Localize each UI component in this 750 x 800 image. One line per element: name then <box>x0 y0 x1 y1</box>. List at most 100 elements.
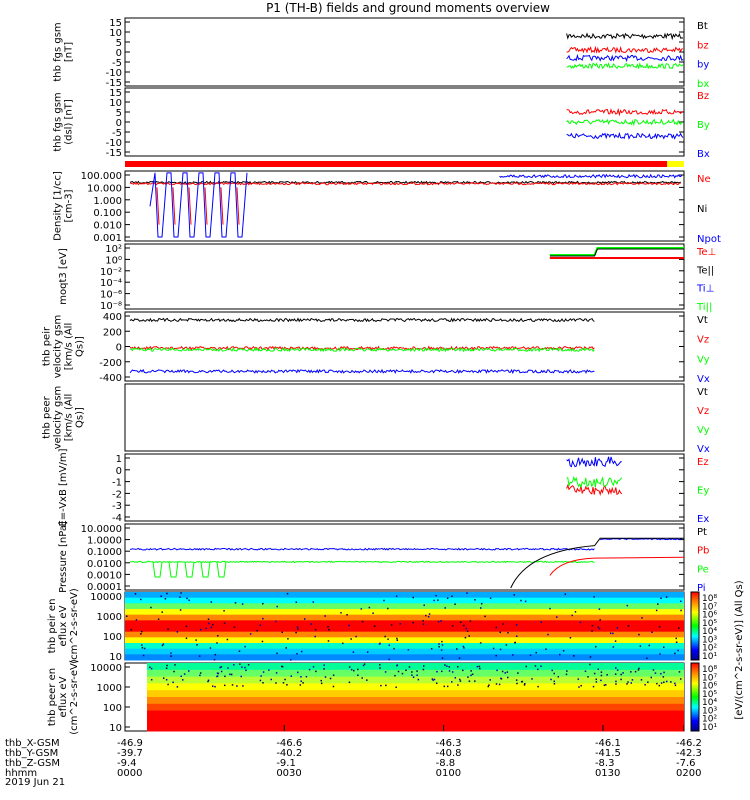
heatmap-noise <box>507 676 509 679</box>
heatmap-noise <box>631 679 634 681</box>
heatmap-noise <box>614 640 617 642</box>
heatmap-noise <box>412 596 415 599</box>
heatmap-noise <box>366 679 368 681</box>
heatmap-band <box>125 620 684 627</box>
heatmap-noise <box>427 615 430 618</box>
heatmap-noise <box>315 670 317 673</box>
y-axis-label: thb peer <box>42 395 53 438</box>
time-axis-value: -39.7 <box>117 748 143 759</box>
heatmap-noise <box>411 671 413 673</box>
heatmap-band <box>125 654 684 661</box>
heatmap-noise <box>523 684 526 686</box>
mode-bar <box>125 161 668 167</box>
heatmap-noise <box>214 685 216 688</box>
heatmap-noise <box>674 684 677 687</box>
heatmap-band <box>125 592 684 599</box>
heatmap-noise <box>223 622 226 624</box>
heatmap-noise <box>515 679 518 681</box>
y-axis-label: thb fgs gsm <box>53 22 64 81</box>
heatmap-noise <box>638 667 640 670</box>
heatmap-noise <box>620 678 622 681</box>
heatmap-noise <box>441 670 443 673</box>
heatmap-noise <box>275 682 277 684</box>
heatmap-noise <box>678 671 681 673</box>
heatmap-noise <box>660 682 663 684</box>
plot-area <box>129 317 595 375</box>
heatmap-noise <box>350 638 352 640</box>
heatmap-noise <box>614 673 617 675</box>
heatmap-noise <box>405 669 407 671</box>
series-Pb <box>549 556 685 576</box>
series-bz <box>566 45 684 54</box>
heatmap-noise <box>327 640 330 642</box>
heatmap-noise <box>680 609 682 612</box>
heatmap-noise <box>396 637 398 640</box>
legend-entry: Ey <box>697 486 709 497</box>
heatmap-noise <box>165 678 168 681</box>
heatmap-noise <box>468 680 471 682</box>
panel-9: thb peir en eflux eV (cm^2-s-sr-eV) 10000 10… <box>47 588 685 664</box>
heatmap-noise <box>578 686 580 688</box>
colorbar-tick-label: 10² <box>702 644 717 654</box>
plot-area <box>129 172 683 238</box>
series-Bz <box>566 107 684 117</box>
heatmap-noise <box>383 599 385 602</box>
heatmap-noise <box>440 620 442 622</box>
series-bx <box>566 62 684 70</box>
heatmap-noise <box>366 651 369 653</box>
heatmap-noise <box>412 676 415 679</box>
y-tick-label: -10 <box>106 138 122 149</box>
y-tick-label: 10000 <box>90 592 122 603</box>
panel-6: thb peer velocity gsm [km/s (All Qs)] Vt Vz Vy… <box>42 383 710 455</box>
heatmap-noise <box>505 644 508 646</box>
heatmap-noise <box>373 625 376 627</box>
heatmap-noise <box>395 686 397 689</box>
heatmap-noise <box>433 599 435 602</box>
heatmap-noise <box>647 681 649 683</box>
series-Pe <box>129 560 595 564</box>
y-tick-label: -5 <box>112 58 122 69</box>
heatmap-noise <box>444 664 446 666</box>
heatmap-noise <box>417 678 420 681</box>
colorbar-tick-label: 10⁶ <box>702 611 717 621</box>
heatmap-noise <box>249 633 252 635</box>
heatmap-noise <box>654 672 657 674</box>
heatmap-noise <box>507 631 509 634</box>
heatmap-noise <box>627 625 630 627</box>
legend-entry: Pb <box>697 546 709 557</box>
series-By <box>566 118 684 127</box>
heatmap-noise <box>361 677 363 679</box>
heatmap-noise <box>648 644 651 647</box>
time-axis-value: 0200 <box>676 768 701 779</box>
y-tick-label: 10 <box>109 652 122 663</box>
heatmap-noise <box>600 679 602 682</box>
heatmap-noise <box>638 633 640 636</box>
heatmap-noise <box>520 681 523 683</box>
heatmap-noise <box>495 683 498 685</box>
heatmap-noise <box>423 604 425 607</box>
heatmap-noise <box>591 624 594 627</box>
heatmap-noise <box>170 652 172 654</box>
series-Pe-dips <box>152 561 227 578</box>
y-axis-label: [cm-3] <box>64 189 75 222</box>
heatmap-noise <box>281 665 284 668</box>
heatmap-noise <box>595 645 597 648</box>
heatmap-noise <box>300 676 302 678</box>
heatmap-noise <box>239 663 241 665</box>
panels: thb fgs gsm [nT]151050-5-10-15Btbzbybxthb… <box>42 17 721 735</box>
heatmap-noise <box>399 623 402 625</box>
heatmap-noise <box>451 681 453 683</box>
legend-entry: Te|| <box>696 265 714 276</box>
heatmap-noise <box>217 672 220 675</box>
heatmap-noise <box>363 663 366 665</box>
heatmap-noise <box>275 672 278 674</box>
heatmap-noise <box>297 671 299 674</box>
heatmap-noise <box>451 625 454 627</box>
y-axis-label: velocity gsm <box>53 386 64 450</box>
heatmap-noise <box>626 604 629 607</box>
y-tick-label: 1000 <box>97 683 122 694</box>
heatmap-noise <box>185 637 188 640</box>
panel-frame <box>124 523 685 591</box>
colorbar-tick-label: 10³ <box>702 635 717 645</box>
